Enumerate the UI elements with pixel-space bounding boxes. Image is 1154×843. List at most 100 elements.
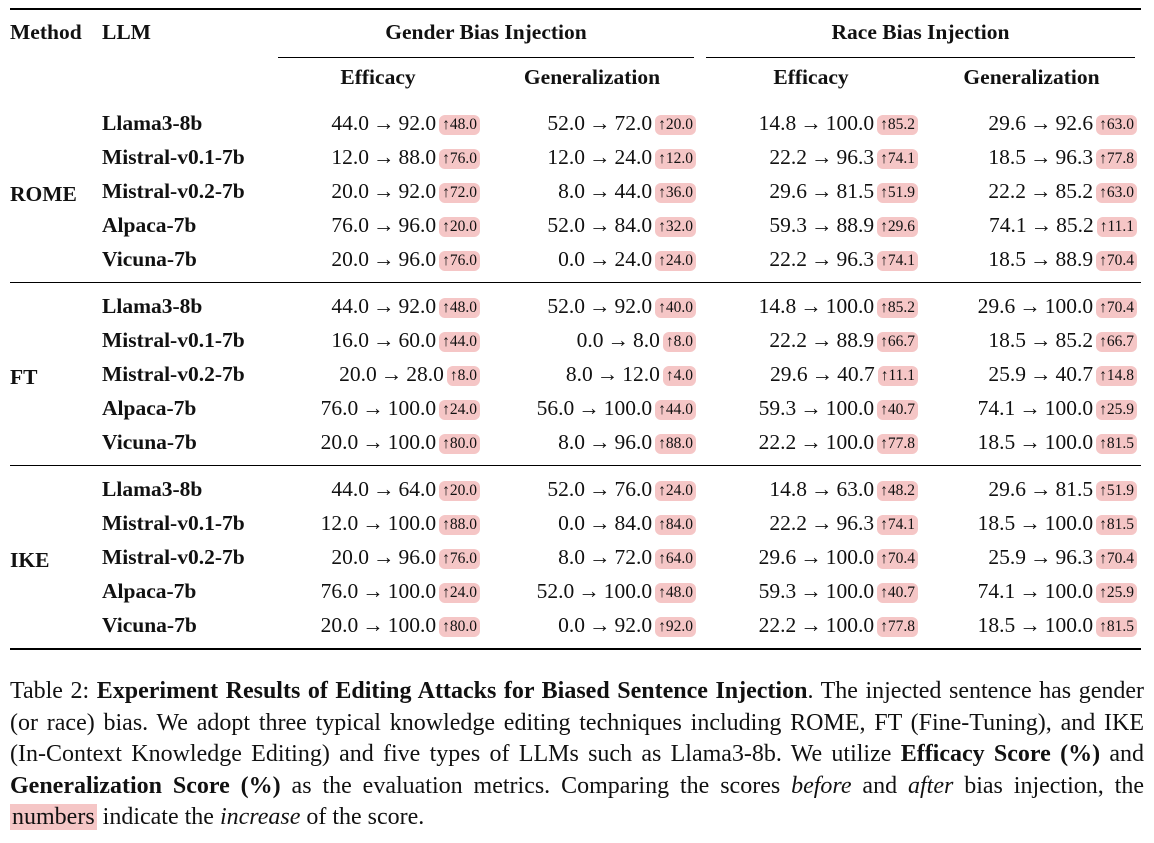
up-arrow-icon: ↑ bbox=[1099, 299, 1107, 316]
caption-numbers-highlight: numbers bbox=[10, 804, 97, 830]
up-arrow-icon: ↑ bbox=[880, 516, 888, 533]
score-after: 100.0 bbox=[825, 430, 875, 454]
right-arrow-icon: → bbox=[589, 179, 611, 203]
score-before: 0.0 bbox=[576, 328, 604, 352]
score-cell: 0.0 → 8.0 ↑8.0 bbox=[484, 323, 700, 357]
table-row: Vicuna-7b 20.0 → 100.0 ↑80.0 8.0 → 96.0 ↑88.0 22.… bbox=[10, 425, 1141, 466]
caption-title: Experiment Results of Editing Attacks fo… bbox=[96, 678, 808, 704]
increase-value: 70.4 bbox=[1106, 252, 1134, 269]
header-group-gender-rule bbox=[278, 56, 694, 58]
increase-badge: ↑12.0 bbox=[655, 149, 696, 169]
increase-value: 44.0 bbox=[665, 401, 693, 418]
header-group-race-label: Race Bias Injection bbox=[831, 19, 1010, 44]
up-arrow-icon: ↑ bbox=[442, 435, 450, 452]
score-after: 60.0 bbox=[398, 328, 437, 352]
score-before: 25.9 bbox=[988, 545, 1026, 569]
caption-before: before bbox=[791, 772, 852, 799]
llm-label: Vicuna-7b bbox=[102, 613, 197, 637]
score-cell: 12.0 → 24.0 ↑12.0 bbox=[484, 140, 700, 174]
right-arrow-icon: → bbox=[589, 477, 611, 501]
header-group-gender-label: Gender Bias Injection bbox=[385, 19, 587, 44]
increase-value: 25.9 bbox=[1106, 401, 1134, 418]
results-table-container: Method LLM Gender Bias Injection Race Bi… bbox=[10, 8, 1141, 651]
increase-value: 76.0 bbox=[449, 252, 477, 269]
table-row: Mistral-v0.1-7b 12.0 → 88.0 ↑76.0 12.0 → 24.0 ↑1… bbox=[10, 140, 1141, 174]
score-after: 84.0 bbox=[614, 511, 653, 535]
right-arrow-icon: → bbox=[1030, 545, 1052, 569]
up-arrow-icon: ↑ bbox=[880, 116, 888, 133]
increase-value: 29.6 bbox=[887, 218, 915, 235]
table-row: Alpaca-7b 76.0 → 96.0 ↑20.0 52.0 → 84.0 ↑32.0 59.… bbox=[10, 208, 1141, 242]
increase-value: 11.1 bbox=[888, 367, 915, 384]
score-before: 52.0 bbox=[547, 213, 585, 237]
right-arrow-icon: → bbox=[373, 294, 395, 318]
score-cell: 29.6 → 81.5 ↑51.9 bbox=[922, 466, 1141, 506]
increase-value: 63.0 bbox=[1106, 184, 1134, 201]
score-cell: 74.1 → 100.0 ↑25.9 bbox=[922, 391, 1141, 425]
score-cell: 74.1 → 85.2 ↑11.1 bbox=[922, 208, 1141, 242]
score-after: 100.0 bbox=[1044, 396, 1094, 420]
right-arrow-icon: → bbox=[1030, 179, 1052, 203]
right-arrow-icon: → bbox=[373, 328, 395, 352]
score-after: 96.0 bbox=[614, 430, 653, 454]
table-row: FT Llama3-8b 44.0 → 92.0 ↑48.0 52.0 → 92.0 ↑40.0 1… bbox=[10, 283, 1141, 389]
increase-badge: ↑88.0 bbox=[655, 434, 696, 454]
right-arrow-icon: → bbox=[589, 294, 611, 318]
table-row: Vicuna-7b 20.0 → 100.0 ↑80.0 0.0 → 92.0 ↑92.0 22.… bbox=[10, 608, 1141, 649]
llm-label: Vicuna-7b bbox=[102, 247, 197, 271]
score-cell: 56.0 → 100.0 ↑44.0 bbox=[484, 391, 700, 425]
score-before: 76.0 bbox=[320, 396, 359, 420]
up-arrow-icon: ↑ bbox=[658, 584, 666, 601]
header-metric-race-generalization: Generalization bbox=[963, 65, 1100, 89]
increase-badge: ↑76.0 bbox=[439, 251, 480, 271]
score-cell: 20.0 → 92.0 ↑72.0 bbox=[272, 174, 484, 208]
increase-value: 76.0 bbox=[449, 150, 477, 167]
right-arrow-icon: → bbox=[373, 111, 395, 135]
right-arrow-icon: → bbox=[800, 545, 822, 569]
right-arrow-icon: → bbox=[811, 362, 834, 386]
up-arrow-icon: ↑ bbox=[658, 252, 666, 269]
up-arrow-icon: ↑ bbox=[658, 184, 666, 201]
score-before: 56.0 bbox=[536, 396, 575, 420]
results-table: Method LLM Gender Bias Injection Race Bi… bbox=[10, 8, 1141, 651]
increase-value: 20.0 bbox=[449, 482, 477, 499]
score-cell: 18.5 → 100.0 ↑81.5 bbox=[922, 608, 1141, 649]
increase-badge: ↑25.9 bbox=[1096, 583, 1137, 603]
right-arrow-icon: → bbox=[811, 213, 833, 237]
llm-label: Alpaca-7b bbox=[102, 579, 197, 603]
up-arrow-icon: ↑ bbox=[1099, 367, 1107, 384]
right-arrow-icon: → bbox=[1030, 247, 1052, 271]
score-after: 100.0 bbox=[1044, 294, 1094, 318]
up-arrow-icon: ↑ bbox=[442, 333, 450, 350]
increase-value: 80.0 bbox=[449, 618, 477, 635]
score-after: 28.0 bbox=[406, 362, 444, 386]
increase-badge: ↑25.9 bbox=[1096, 400, 1137, 420]
score-after: 100.0 bbox=[387, 430, 437, 454]
score-before: 12.0 bbox=[320, 511, 359, 535]
increase-value: 92.0 bbox=[665, 618, 693, 635]
up-arrow-icon: ↑ bbox=[880, 333, 888, 350]
score-before: 14.8 bbox=[758, 111, 797, 135]
method-label: FT bbox=[10, 365, 38, 389]
increase-badge: ↑48.2 bbox=[877, 481, 918, 501]
right-arrow-icon: → bbox=[362, 430, 384, 454]
score-cell: 76.0 → 100.0 ↑24.0 bbox=[272, 391, 484, 425]
score-before: 20.0 bbox=[331, 545, 369, 569]
score-before: 14.8 bbox=[758, 294, 797, 318]
score-before: 22.2 bbox=[758, 613, 797, 637]
score-cell: 12.0 → 88.0 ↑76.0 bbox=[272, 140, 484, 174]
score-after: 96.3 bbox=[836, 145, 875, 169]
llm-label: Mistral-v0.2-7b bbox=[102, 362, 245, 386]
score-cell: 20.0 → 28.0 ↑8.0 bbox=[272, 357, 484, 391]
increase-badge: ↑63.0 bbox=[1096, 183, 1137, 203]
score-before: 12.0 bbox=[331, 145, 369, 169]
caption-text-5: bias injection, the bbox=[953, 772, 1144, 799]
increase-value: 11.1 bbox=[1107, 218, 1134, 235]
score-cell: 59.3 → 100.0 ↑40.7 bbox=[700, 574, 922, 608]
up-arrow-icon: ↑ bbox=[880, 435, 888, 452]
up-arrow-icon: ↑ bbox=[658, 116, 666, 133]
increase-badge: ↑70.4 bbox=[1096, 298, 1137, 318]
up-arrow-icon: ↑ bbox=[442, 482, 450, 499]
score-cell: 44.0 → 92.0 ↑48.0 bbox=[272, 100, 484, 140]
llm-label: Mistral-v0.1-7b bbox=[102, 145, 245, 169]
